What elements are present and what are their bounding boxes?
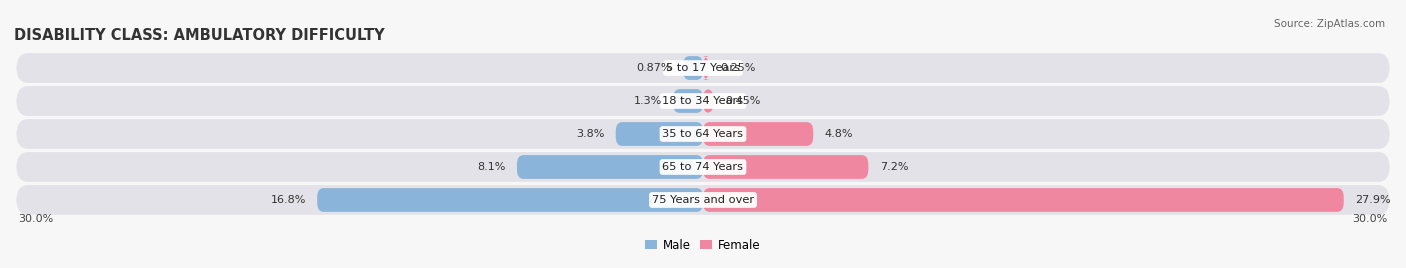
FancyBboxPatch shape <box>17 119 1389 149</box>
FancyBboxPatch shape <box>616 122 703 146</box>
Text: 75 Years and over: 75 Years and over <box>652 195 754 205</box>
FancyBboxPatch shape <box>17 53 1389 83</box>
FancyBboxPatch shape <box>17 185 1389 215</box>
FancyBboxPatch shape <box>703 89 713 113</box>
Text: 30.0%: 30.0% <box>18 214 53 224</box>
Text: 4.8%: 4.8% <box>825 129 853 139</box>
Text: 27.9%: 27.9% <box>1355 195 1391 205</box>
Text: 7.2%: 7.2% <box>880 162 908 172</box>
Text: 0.45%: 0.45% <box>725 96 761 106</box>
Text: Source: ZipAtlas.com: Source: ZipAtlas.com <box>1274 19 1385 29</box>
Text: 30.0%: 30.0% <box>1353 214 1388 224</box>
FancyBboxPatch shape <box>318 188 703 212</box>
FancyBboxPatch shape <box>17 152 1389 182</box>
Legend: Male, Female: Male, Female <box>645 239 761 252</box>
Text: DISABILITY CLASS: AMBULATORY DIFFICULTY: DISABILITY CLASS: AMBULATORY DIFFICULTY <box>14 28 385 43</box>
Text: 1.3%: 1.3% <box>634 96 662 106</box>
FancyBboxPatch shape <box>517 155 703 179</box>
Text: 65 to 74 Years: 65 to 74 Years <box>662 162 744 172</box>
FancyBboxPatch shape <box>703 188 1344 212</box>
Text: 0.87%: 0.87% <box>636 63 672 73</box>
FancyBboxPatch shape <box>703 155 869 179</box>
FancyBboxPatch shape <box>673 89 703 113</box>
FancyBboxPatch shape <box>703 56 710 80</box>
Text: 8.1%: 8.1% <box>477 162 506 172</box>
FancyBboxPatch shape <box>17 86 1389 116</box>
Text: 16.8%: 16.8% <box>270 195 305 205</box>
FancyBboxPatch shape <box>683 56 703 80</box>
Text: 18 to 34 Years: 18 to 34 Years <box>662 96 744 106</box>
Text: 5 to 17 Years: 5 to 17 Years <box>666 63 740 73</box>
FancyBboxPatch shape <box>703 122 813 146</box>
Text: 3.8%: 3.8% <box>576 129 605 139</box>
Text: 0.25%: 0.25% <box>720 63 755 73</box>
Text: 35 to 64 Years: 35 to 64 Years <box>662 129 744 139</box>
